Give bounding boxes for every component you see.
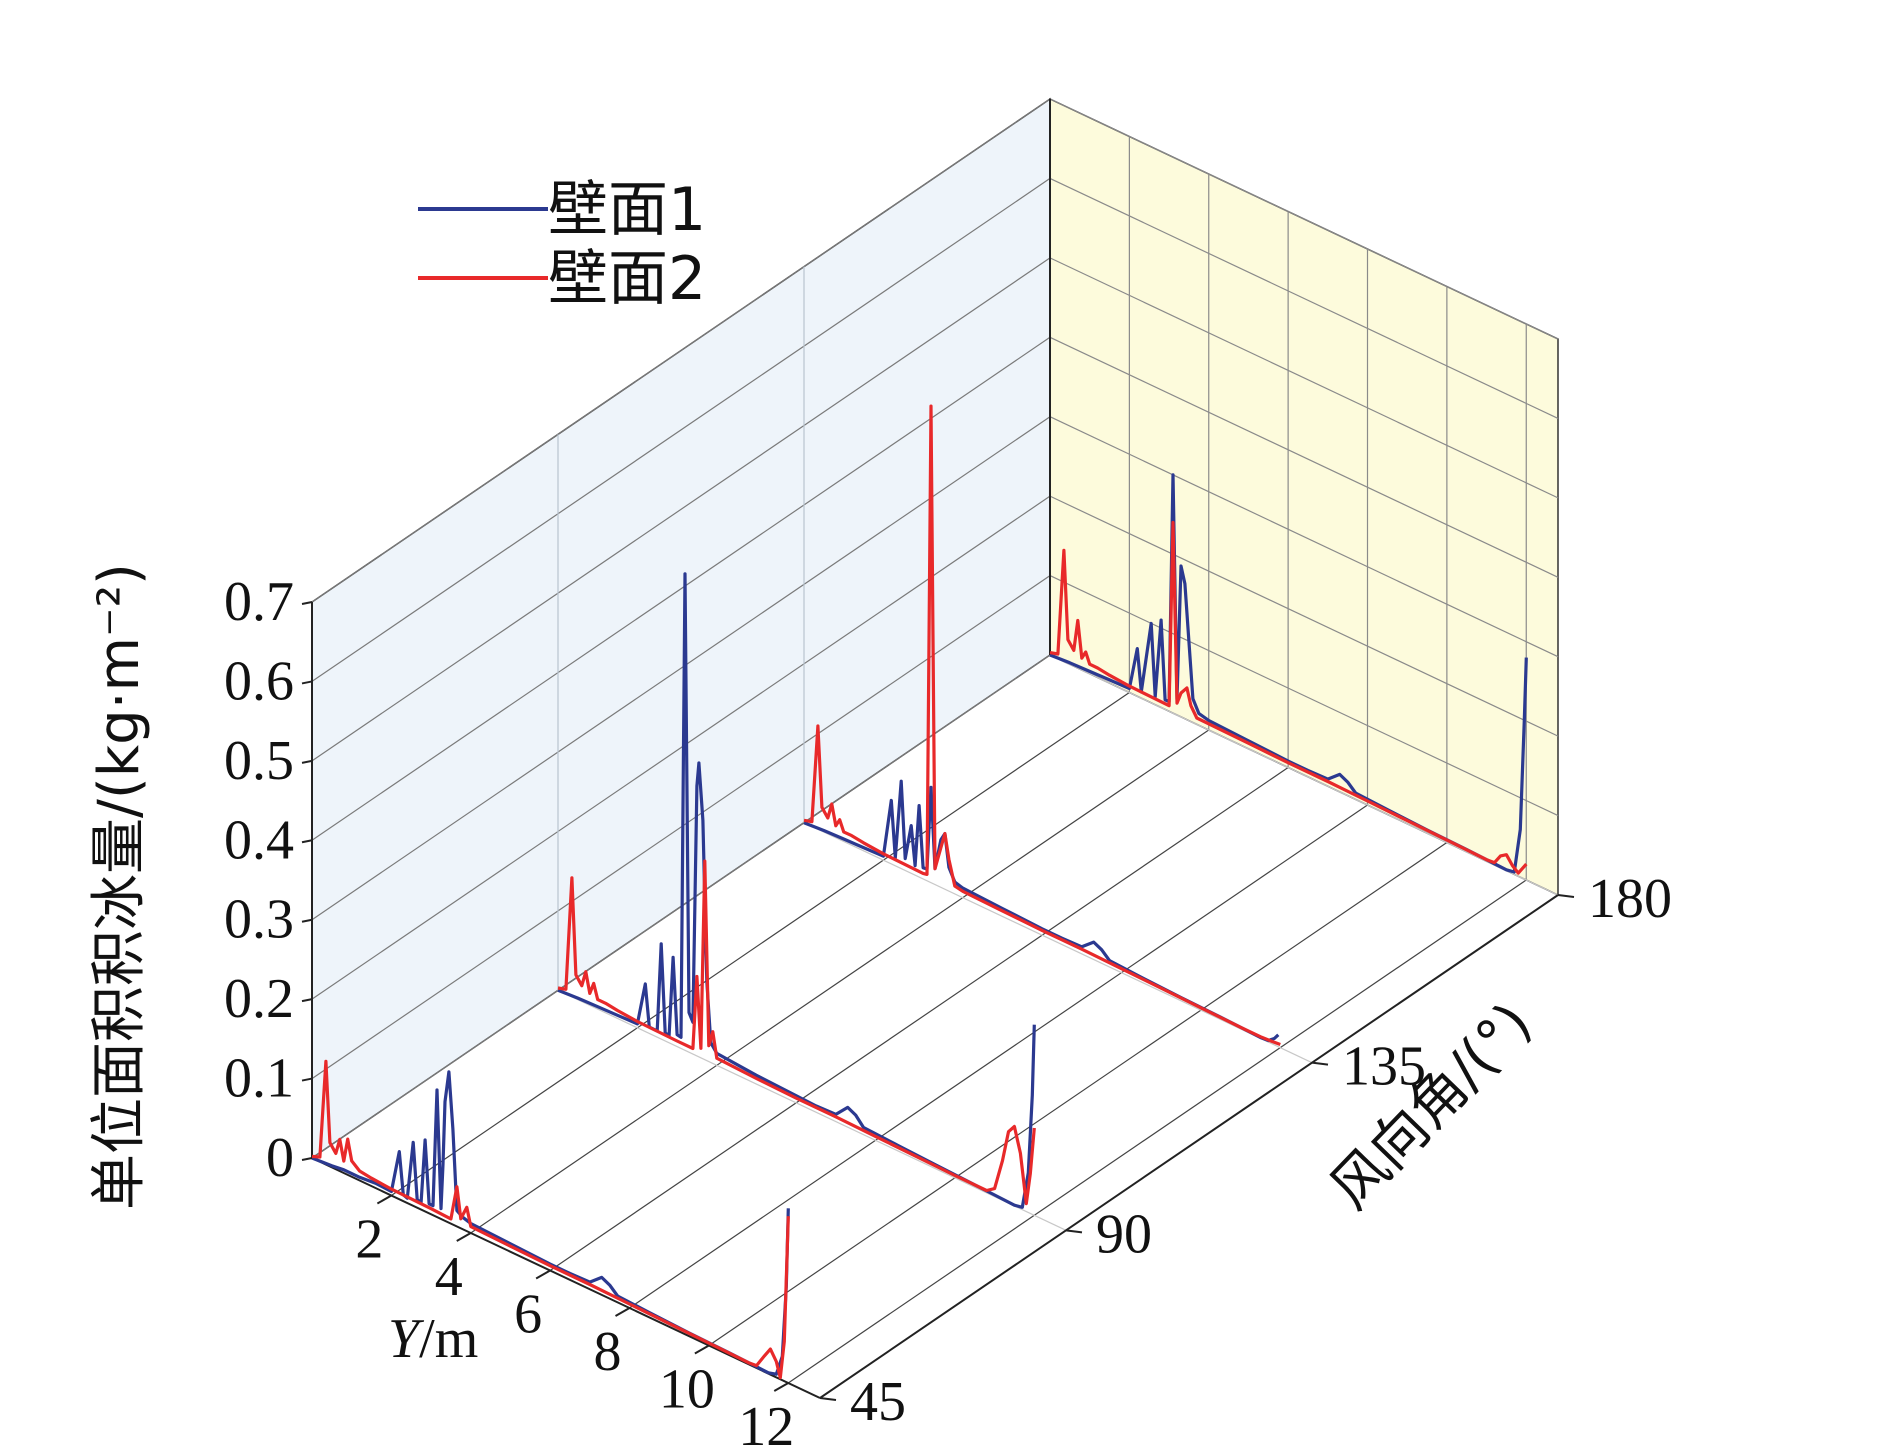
x-axis-title-unit: /m (419, 1308, 478, 1370)
series-line-wall2-90 (557, 859, 1036, 1206)
z-tick-mark (301, 839, 313, 844)
x-tick-label: 6 (514, 1284, 542, 1346)
series-line-wall2-135 (803, 404, 1281, 1046)
left-wall-gridline-3 (311, 416, 1051, 921)
x-tick-mark (773, 1382, 789, 1392)
z-tick-mark (301, 1157, 313, 1161)
floor-gridline-y-2 (549, 767, 1289, 1271)
z-axis-title-text: 单位面积积冰量/(kg·m⁻²) (87, 563, 152, 1210)
z-tick-label: 0.1 (224, 1048, 294, 1110)
z-tick-label: 0.6 (224, 650, 294, 712)
x-axis-title-italic: Y (388, 1308, 425, 1370)
z-tick-label: 0.5 (224, 730, 294, 792)
back-wall-gridline-5 (1049, 257, 1559, 499)
x-tick-label: 4 (435, 1246, 463, 1308)
y-axis-title: 风向角/(°) (1318, 991, 1544, 1222)
back-wall-gridline-7 (1049, 98, 1559, 340)
x-tick-mark (376, 1194, 392, 1205)
x-tick-mark (615, 1307, 630, 1317)
x-tick-mark (456, 1232, 472, 1242)
x-axis-line (311, 1157, 821, 1399)
z-tick-label: 0.2 (224, 968, 294, 1030)
chart-series (311, 404, 1528, 1380)
back-wall-gridline-3 (1049, 416, 1559, 658)
z-tick-mark (301, 918, 313, 923)
legend-label-wall2: 壁面2 (548, 244, 706, 314)
z-tick-label: 0.7 (224, 571, 294, 633)
angle-tick-label: 180 (1588, 868, 1672, 930)
floor-gridline-y-4 (708, 842, 1448, 1346)
z-tick-label: 0.4 (224, 809, 294, 871)
x-axis-title: Y/m (388, 1308, 478, 1370)
angle-tick-label: 135 (1342, 1036, 1426, 1098)
floor-gridline-y-5 (787, 879, 1527, 1384)
back-wall-gridline-4 (1049, 336, 1559, 578)
left-wall-gridline-2 (311, 495, 1051, 1000)
x-tick-label: 2 (355, 1209, 383, 1271)
legend-label-wall1: 壁面1 (548, 175, 706, 245)
angle-tick-mark (1557, 894, 1575, 898)
angle-tick-mark (819, 1397, 837, 1401)
floor-gridline-angle-1 (557, 989, 1067, 1231)
left-wall-gridline-4 (311, 336, 1051, 841)
left-wall-gridline-1 (311, 575, 1051, 1080)
floor-gridline-y-0 (391, 692, 1130, 1196)
back-wall-gridline-6 (1049, 177, 1559, 419)
left-wall-gridline-5 (311, 257, 1051, 762)
x-tick-label: 10 (659, 1359, 715, 1421)
x-tick-mark (694, 1344, 710, 1355)
angle-tick-mark (1065, 1229, 1083, 1234)
z-tick-mark (301, 680, 313, 685)
x-tick-label: 12 (738, 1396, 794, 1446)
x-tick-mark (535, 1269, 551, 1280)
floor-gridline-y-3 (629, 804, 1368, 1309)
left-wall-gridline-6 (311, 177, 1051, 682)
z-axis-title: 单位面积积冰量/(kg·m⁻²) (87, 563, 152, 1210)
angle-tick-label: 45 (850, 1371, 906, 1433)
floor-gridline-angle-2 (803, 822, 1313, 1064)
z-tick-label: 0.3 (224, 889, 294, 951)
x-tick-label: 8 (594, 1321, 622, 1383)
legend: 壁面1 壁面2 (418, 175, 706, 314)
angle-tick-mark (1311, 1061, 1329, 1066)
series-line-wall1-135 (803, 779, 1280, 1043)
back-wall-gridline-1 (1049, 575, 1559, 817)
floor-gridline-angle-3 (1049, 654, 1559, 896)
series-line-wall1-45 (311, 1070, 790, 1376)
chart-axes (311, 99, 1559, 1399)
z-tick-mark (301, 759, 313, 764)
chart-walls (311, 97, 1559, 1160)
left-wall-gridline-7 (311, 98, 1051, 603)
series-line-wall2-180 (1049, 520, 1528, 875)
angle-axis-line (819, 894, 1559, 1399)
floor-gridline-y-1 (470, 729, 1210, 1234)
back-wall-gridline-2 (1049, 495, 1559, 737)
z-tick-mark (301, 998, 313, 1003)
angle-tick-label: 90 (1096, 1203, 1152, 1265)
series-line-wall2-45 (311, 1059, 790, 1380)
z-tick-label: 0 (266, 1127, 294, 1189)
z-tick-mark (301, 1077, 313, 1082)
z-tick-mark (301, 601, 313, 605)
